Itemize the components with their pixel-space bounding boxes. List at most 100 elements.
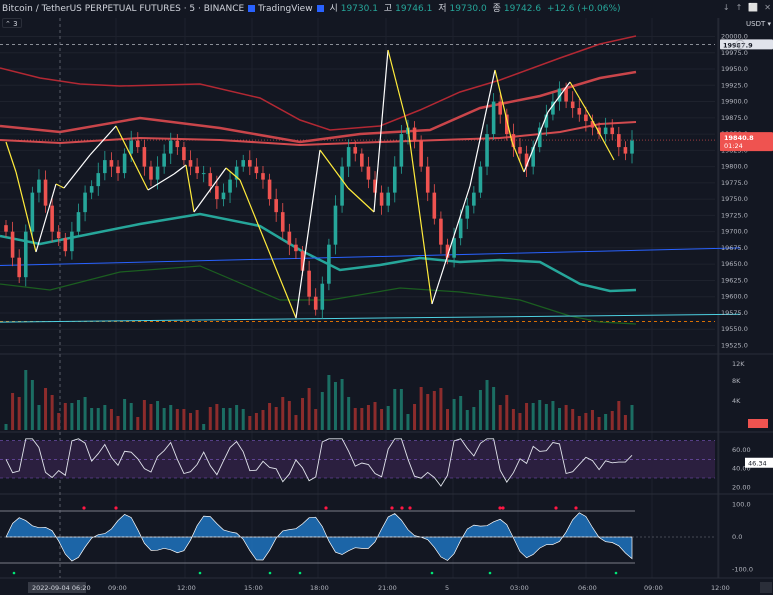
volume-bar <box>268 403 272 430</box>
candle-body <box>373 179 377 193</box>
volume-tick-label: 12K <box>732 360 745 368</box>
close-icon[interactable]: ✕ <box>764 3 771 12</box>
volume-bar <box>590 410 594 430</box>
candle-body <box>610 127 615 135</box>
price-tick-label: 19525.0 <box>721 341 748 349</box>
volume-bar <box>307 388 311 430</box>
close-value: 19742.6 <box>503 4 542 14</box>
rsi-tick-label: 40.00 <box>732 465 751 473</box>
candle-body <box>379 192 384 206</box>
price-tick-label: 19575.0 <box>721 309 748 317</box>
volume-bar <box>373 402 377 430</box>
collapse-indicators-button[interactable]: ⌃ 3 <box>2 18 22 28</box>
symbol-title[interactable]: Bitcoin / TetherUS PERPETUAL FUTURES · 5… <box>2 4 245 14</box>
add-alert-plus: + <box>737 41 743 49</box>
price-tick-label: 19550.0 <box>721 325 748 333</box>
time-tick-label: 5 <box>445 584 449 592</box>
price-tick-label: 19800.0 <box>721 163 748 171</box>
volume-bar <box>175 409 179 430</box>
volume-bar <box>235 405 239 430</box>
volume-tick-label: 8K <box>732 377 741 385</box>
volume-bar <box>465 410 469 430</box>
candle-body <box>346 147 351 167</box>
volume-bar <box>314 409 318 430</box>
zigzag-segment <box>511 141 525 173</box>
upper-band-line <box>0 35 637 131</box>
settings-icon <box>760 582 772 593</box>
volume-bar <box>215 404 219 430</box>
price-tick-label: 19925.0 <box>721 81 748 89</box>
candle-body <box>313 296 318 310</box>
volume-bar <box>353 408 357 430</box>
candle-body <box>195 166 199 174</box>
candle-body <box>4 225 8 232</box>
volume-bar <box>4 424 8 430</box>
volume-bar <box>505 395 509 430</box>
volume-bar <box>478 390 482 430</box>
volume-bar <box>386 406 390 430</box>
maximize-icon[interactable]: ⬜ <box>748 3 759 12</box>
candle-body <box>56 231 61 239</box>
candle-body <box>43 179 48 206</box>
zigzag-segment <box>295 149 321 319</box>
volume-bar <box>149 404 153 430</box>
candle-body <box>603 127 608 135</box>
candle-body <box>116 166 120 174</box>
volume-tag <box>748 419 768 428</box>
buy-signal-dot <box>298 571 302 575</box>
current-price-label: 19840.8 <box>724 134 754 142</box>
volume-bar <box>327 375 331 430</box>
volume-bar <box>399 389 403 430</box>
candle-body <box>353 147 358 154</box>
buy-signal-dot <box>488 571 492 575</box>
candle-body <box>221 192 226 200</box>
candle-body <box>234 166 239 180</box>
candle-body <box>37 179 41 193</box>
volume-bar <box>83 397 87 430</box>
volume-bar <box>70 403 74 430</box>
zigzag-segment <box>185 164 195 213</box>
time-tick-label: 12:00 <box>711 584 730 592</box>
volume-bar <box>301 398 305 430</box>
candle-body <box>10 231 15 258</box>
candle-body <box>491 101 496 135</box>
currency-label[interactable]: USDT ▾ <box>746 20 771 28</box>
zigzag-segment <box>569 81 591 117</box>
candle-body <box>412 127 417 141</box>
move-up-icon[interactable]: ↑ <box>735 3 743 12</box>
volume-bar <box>406 414 410 430</box>
candle-body <box>83 192 87 213</box>
volume-bar <box>452 399 456 430</box>
candle-body <box>485 134 489 167</box>
volume-bar <box>610 411 614 430</box>
volume-bar <box>511 409 515 430</box>
candle-body <box>432 192 437 219</box>
volume-bar <box>11 393 15 430</box>
rsi-value-label: 46.34 <box>748 460 767 468</box>
candle-body <box>524 153 529 167</box>
candle-body <box>452 238 456 258</box>
candle-body <box>419 140 423 167</box>
candle-body <box>135 140 140 148</box>
candle-body <box>300 251 305 271</box>
zigzag-segment <box>63 154 91 189</box>
candle-body <box>307 270 311 297</box>
volume-bar <box>182 409 186 430</box>
low-label: 저 <box>438 4 447 14</box>
zigzag-segment <box>347 187 375 213</box>
candle-body <box>208 173 213 187</box>
time-tick-label: 09:00 <box>108 584 127 592</box>
volume-bar <box>571 409 575 430</box>
volume-bar <box>129 403 133 430</box>
flag-icon[interactable] <box>316 5 324 12</box>
buy-signal-dot <box>268 571 272 575</box>
candle-body <box>327 244 331 284</box>
zigzag-segment <box>193 167 227 213</box>
zigzag-segment <box>319 149 349 189</box>
candle-body <box>478 166 483 193</box>
zigzag-segment <box>35 183 57 253</box>
price-tick-label: 19700.0 <box>721 228 748 236</box>
volume-bar <box>419 387 423 430</box>
move-down-icon[interactable]: ↓ <box>722 3 730 12</box>
